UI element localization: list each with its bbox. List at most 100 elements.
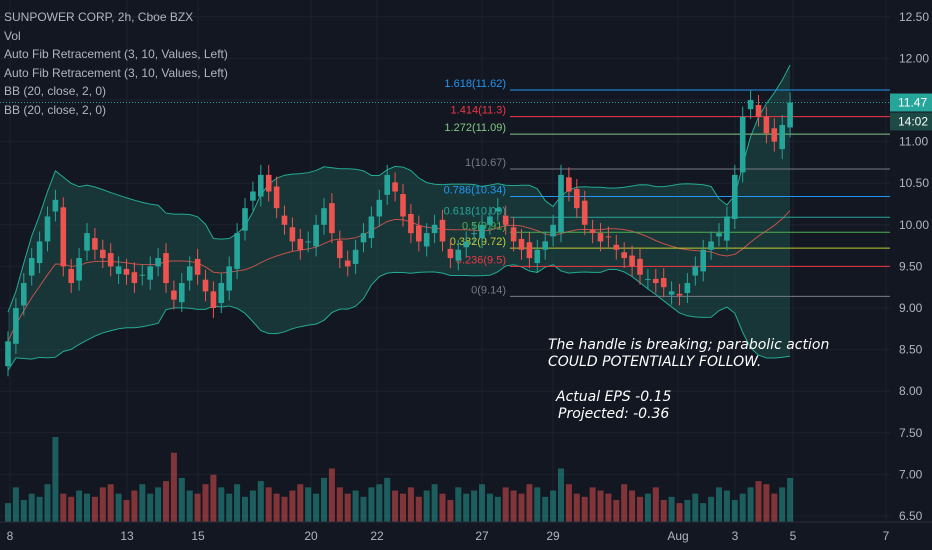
volume-bar (321, 477, 327, 522)
candle (234, 223, 240, 279)
candle (684, 273, 691, 304)
countdown-tag (890, 112, 932, 131)
candle (163, 243, 169, 294)
candle-body (510, 227, 517, 242)
volume-bar (447, 499, 454, 522)
candle (273, 176, 280, 219)
legend-fib-1[interactable]: Auto Fib Retracement (3, 10, Values, Lef… (4, 47, 228, 61)
candle-body (289, 227, 296, 242)
candle (708, 231, 714, 260)
candle-body (747, 100, 754, 110)
candle-body (100, 249, 106, 259)
volume-bar (486, 493, 493, 522)
annotation-line-3: Actual EPS -0.15 (556, 389, 672, 405)
y-tick-label: 8.00 (899, 384, 923, 398)
legend-vol[interactable]: Vol (4, 28, 21, 43)
volume-bar (281, 496, 288, 522)
volume-bar (249, 490, 256, 522)
candle (242, 198, 248, 241)
volume-bar (368, 487, 375, 522)
volume-bar (84, 493, 90, 522)
volume-bar (360, 496, 367, 522)
bb-fill (8, 65, 791, 371)
volume-bar (716, 487, 722, 522)
volume-bar (613, 499, 620, 522)
candle-body (581, 200, 588, 225)
candle-body (384, 174, 390, 195)
candle-body (542, 241, 548, 250)
candle-body (645, 278, 651, 280)
candle-body (147, 266, 153, 280)
candle (558, 164, 564, 243)
y-tick-label: 7.50 (899, 426, 923, 440)
volume-bar (76, 490, 83, 522)
volume-bar (565, 484, 572, 522)
candle-body (755, 104, 762, 117)
volume-bar (376, 484, 383, 522)
time-axis[interactable]: 8 13 15 20 22 27 29 Aug 3 5 7 (0, 521, 932, 543)
candle-body (313, 224, 319, 247)
volume-bar (463, 493, 470, 522)
candle-body (558, 174, 564, 233)
candle (305, 231, 311, 253)
volume-bar (731, 499, 738, 522)
price-tag (890, 93, 932, 112)
legend-bb-2[interactable]: BB (20, close, 2, 0) (4, 102, 107, 117)
candle-body (400, 194, 406, 217)
candle-body (408, 213, 414, 234)
candle-body (44, 216, 51, 242)
candle (186, 256, 193, 291)
volume-bar (534, 487, 541, 522)
volume-bar (226, 493, 233, 522)
candle-body (700, 249, 706, 272)
volume-bar (107, 484, 114, 522)
x-tick-label: 8 (7, 529, 14, 543)
x-tick-label: 27 (475, 529, 489, 543)
candle (194, 248, 201, 285)
x-tick-label: 20 (304, 529, 318, 543)
candle (265, 164, 272, 202)
candle (463, 231, 469, 258)
volume-bar (723, 490, 730, 522)
candle-body (202, 279, 209, 292)
candle (360, 223, 367, 253)
candle-body (368, 216, 375, 239)
volume-bar (431, 484, 438, 522)
candle-body (455, 249, 462, 261)
candle-body (171, 290, 177, 300)
candle-body (155, 258, 161, 267)
y-tick-label: 10.00 (899, 218, 929, 232)
candle (337, 230, 343, 269)
candle (502, 205, 509, 235)
legend-bb-1[interactable]: BB (20, close, 2, 0) (4, 84, 107, 98)
candle (408, 204, 414, 244)
candle (431, 214, 438, 244)
legend-fib-2[interactable]: Auto Fib Retracement (3, 10, Values, Lef… (4, 65, 228, 80)
candle (202, 269, 209, 302)
candle (542, 231, 548, 260)
candle-body (186, 266, 193, 281)
candle (250, 181, 256, 211)
volume-bar (589, 487, 596, 522)
candle-body (258, 174, 264, 197)
candle (344, 250, 351, 277)
candle (526, 232, 533, 269)
candle-body (779, 124, 785, 150)
volume-bar (660, 499, 667, 522)
legend-symbol[interactable]: SUNPOWER CORP, 2h, Cboe BZX (4, 10, 194, 24)
candle (700, 239, 706, 282)
candle (574, 179, 580, 219)
bollinger-bands (7, 64, 791, 371)
volume-bar (147, 493, 154, 522)
candle (60, 197, 67, 277)
volume-bar (12, 487, 19, 522)
fib-label: 1(10.67) (465, 157, 506, 169)
volume-bar (605, 493, 612, 522)
candle (281, 205, 288, 235)
annotation-line-4: Projected: -0.36 (558, 406, 670, 422)
volume-bar (700, 503, 707, 522)
volume-bar (755, 481, 762, 522)
volume-bar (257, 481, 264, 522)
